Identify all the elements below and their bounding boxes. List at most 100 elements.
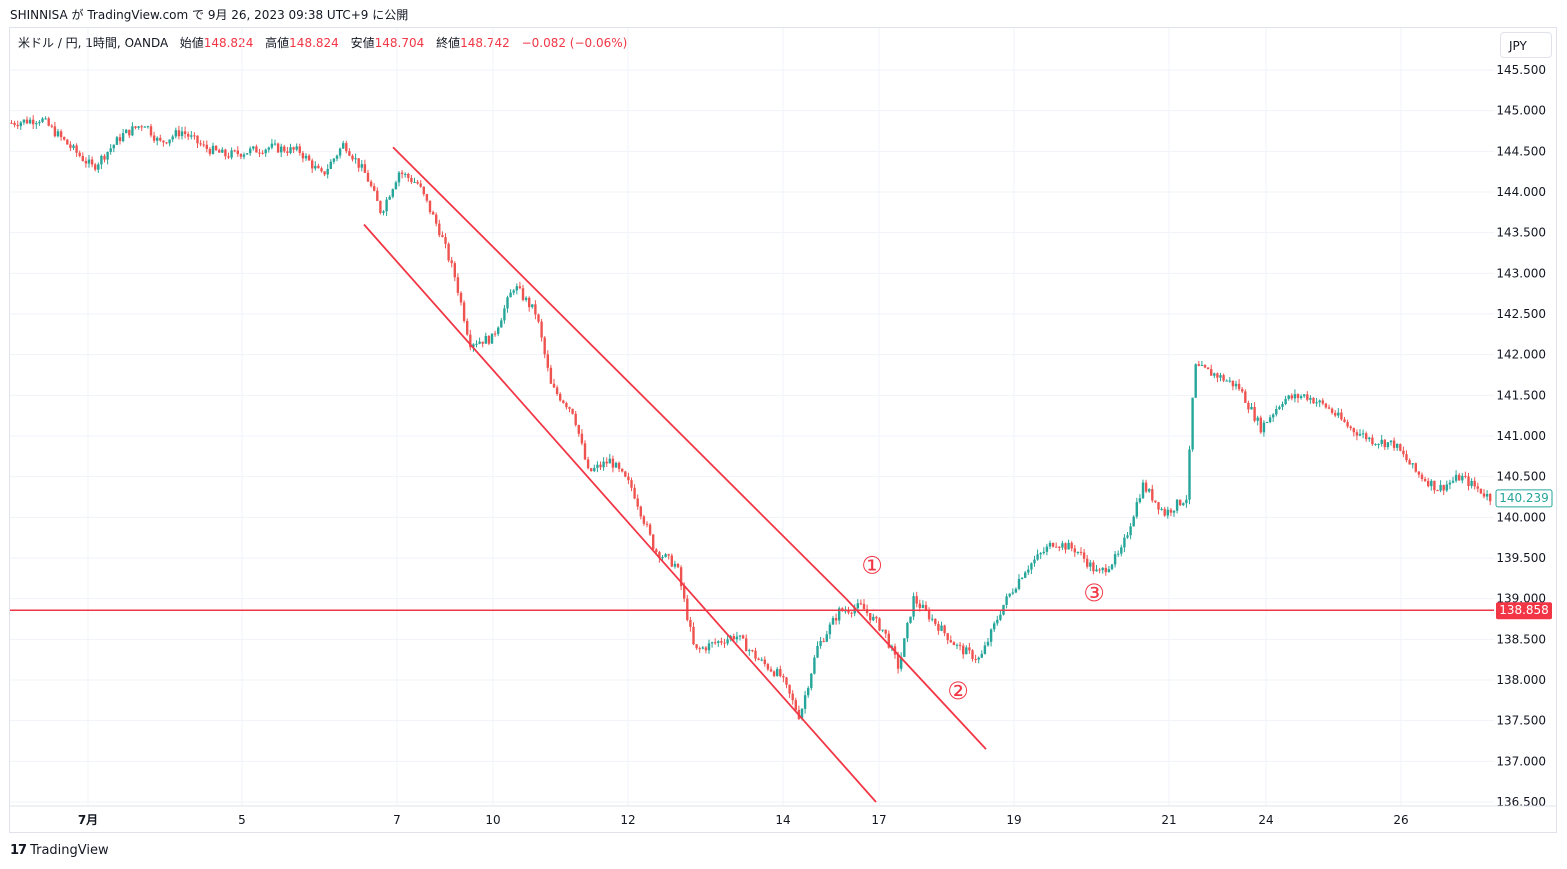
candle-body xyxy=(1079,551,1083,553)
candle-body xyxy=(283,146,286,152)
candle-body xyxy=(292,147,295,150)
candle-body xyxy=(97,164,100,170)
candle-body xyxy=(106,151,109,160)
candle-body xyxy=(230,150,233,158)
candle-body xyxy=(1417,471,1421,475)
candle-body xyxy=(921,604,925,608)
candle-body xyxy=(338,148,342,156)
candle-body xyxy=(515,286,518,291)
candle-body xyxy=(940,625,943,631)
trendline xyxy=(363,223,877,803)
candle-body xyxy=(456,277,460,293)
candle-body xyxy=(692,626,695,645)
candle-body xyxy=(487,335,491,344)
candle-body xyxy=(13,122,16,125)
candle-body xyxy=(875,616,878,619)
candle-body xyxy=(1476,486,1479,489)
candle-body xyxy=(94,164,97,170)
candle-body xyxy=(10,122,13,124)
candle-body xyxy=(1086,558,1089,567)
candle-body xyxy=(624,471,627,477)
candle-body xyxy=(1414,463,1417,472)
candle-body xyxy=(577,425,580,434)
candle-body xyxy=(698,648,701,650)
y-tick-label: 144.000 xyxy=(1496,185,1546,199)
candle-body xyxy=(478,341,481,344)
candle-body xyxy=(320,168,323,172)
candle-body xyxy=(500,320,503,328)
candle-body xyxy=(369,181,373,187)
candle-body xyxy=(590,468,593,472)
candle-body xyxy=(1051,542,1055,547)
candle-body xyxy=(946,633,949,641)
candle-body xyxy=(363,164,367,173)
tradingview-logo[interactable]: 𝟭𝟳 TradingView xyxy=(10,843,109,858)
candles xyxy=(10,115,1492,721)
candle-body xyxy=(614,462,618,468)
candle-body xyxy=(745,638,748,652)
candle-body xyxy=(1033,559,1036,564)
candle-body xyxy=(751,650,754,652)
y-tick-label: 136.500 xyxy=(1496,795,1546,809)
candle-body xyxy=(1005,596,1008,605)
candle-body xyxy=(143,126,146,128)
candle-body xyxy=(807,688,810,696)
candle-body xyxy=(906,622,909,639)
candle-body xyxy=(1148,489,1151,492)
candle-body xyxy=(1312,397,1315,404)
x-tick-label: 7 xyxy=(393,813,401,827)
y-tick-label: 141.000 xyxy=(1496,429,1546,443)
currency-button[interactable]: JPY xyxy=(1500,32,1552,58)
candle-body xyxy=(1070,542,1073,549)
candle-body xyxy=(342,143,345,149)
candle-body xyxy=(642,516,646,524)
candle-body xyxy=(1402,450,1405,455)
candle-body xyxy=(1241,389,1244,392)
candle-body xyxy=(264,149,267,154)
candle-body xyxy=(862,603,866,610)
candle-body xyxy=(726,639,729,644)
candle-body xyxy=(441,235,444,237)
candle-body xyxy=(1188,449,1191,500)
candle-body xyxy=(1423,478,1427,481)
candle-body xyxy=(1485,494,1489,497)
candle-body xyxy=(958,644,962,646)
candle-body xyxy=(236,150,239,155)
candle-body xyxy=(1237,383,1241,390)
candle-body xyxy=(683,586,686,599)
candle-body xyxy=(1123,537,1126,548)
y-tick-label: 145.000 xyxy=(1496,104,1546,118)
candle-body xyxy=(552,383,556,388)
candle-body xyxy=(1082,552,1086,559)
time-axis: 7月 5 7 10 12 14 17 19 21 24 26 xyxy=(10,805,1556,827)
candle-body xyxy=(989,629,993,642)
candle-body xyxy=(1210,369,1213,376)
candle-body xyxy=(1098,569,1101,571)
candle-body xyxy=(1290,395,1293,399)
annotation-label: ② xyxy=(947,677,969,705)
candle-body xyxy=(109,148,112,152)
candle-body xyxy=(1389,440,1393,443)
candle-body xyxy=(1479,488,1483,494)
candle-body xyxy=(540,321,543,338)
grid-lines xyxy=(10,28,1494,806)
candle-body xyxy=(831,618,835,625)
candle-body xyxy=(1092,562,1095,572)
candle-body xyxy=(431,212,435,215)
candle-body xyxy=(763,659,766,665)
x-tick-label: 10 xyxy=(485,813,500,827)
candle-body xyxy=(242,154,246,157)
candle-body xyxy=(1396,444,1399,448)
candle-body xyxy=(84,160,88,164)
candle-body xyxy=(280,146,283,153)
candle-body xyxy=(137,126,140,128)
candle-body xyxy=(1157,502,1160,510)
candle-body xyxy=(1299,396,1303,399)
candle-body xyxy=(1151,489,1154,501)
chart-frame[interactable] xyxy=(9,27,1557,833)
candle-body xyxy=(1386,442,1390,448)
candle-body xyxy=(56,131,60,137)
candle-body xyxy=(1315,402,1318,404)
candle-body xyxy=(993,623,996,630)
